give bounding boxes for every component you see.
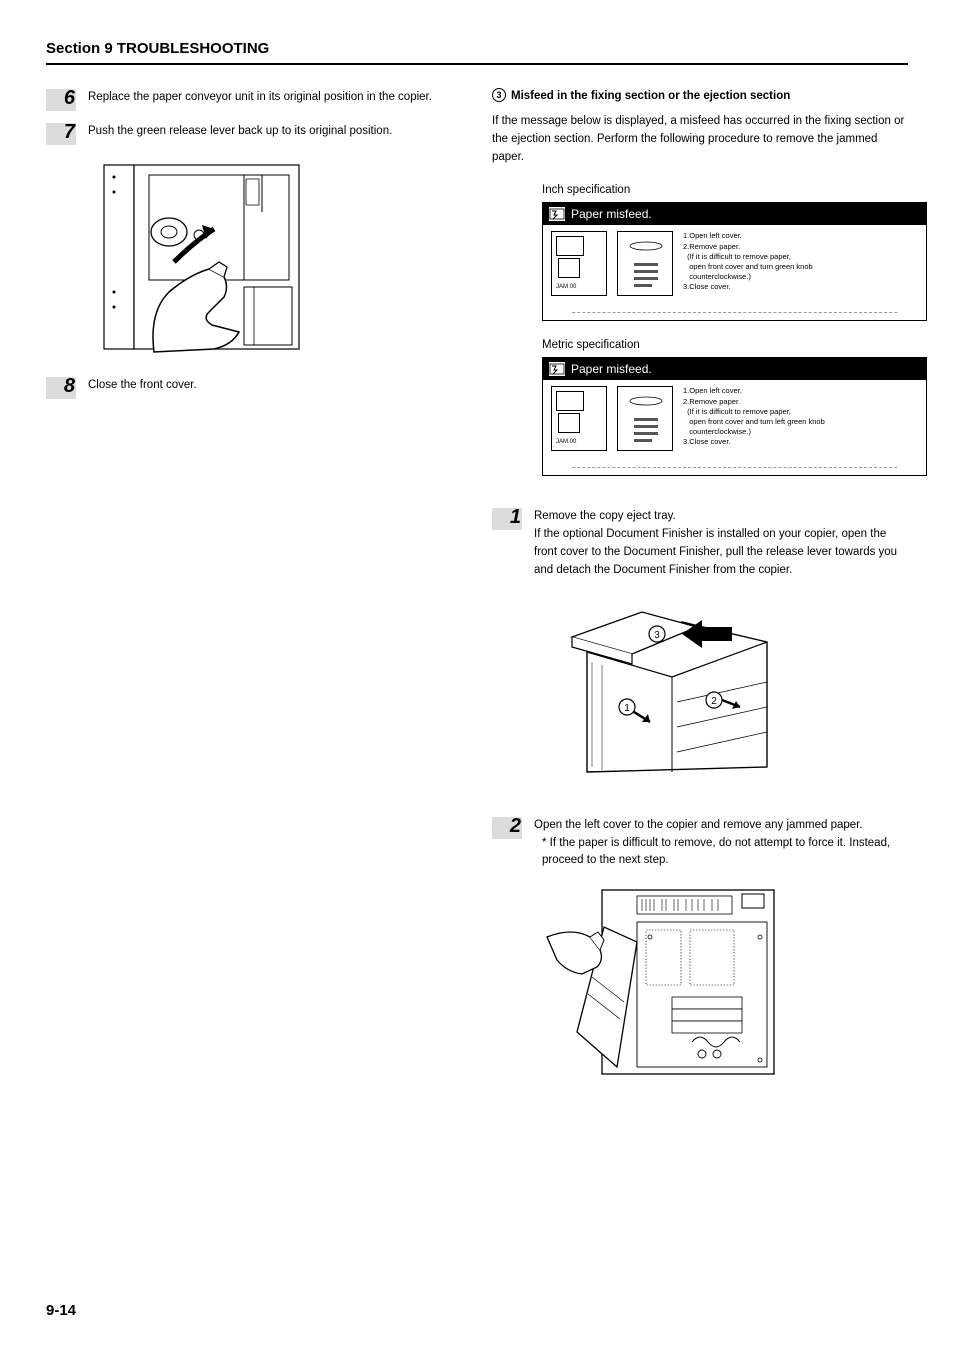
panel-footer-dashes [572, 312, 898, 314]
left-column: 6 Replace the paper conveyor unit in its… [46, 89, 462, 1082]
intro-paragraph: If the message below is displayed, a mis… [492, 113, 908, 166]
instruction-line: 3.Close cover. [683, 437, 918, 447]
circled-number-icon: 3 [492, 88, 506, 102]
metric-spec-label: Metric specification [542, 339, 908, 351]
panel-copier-diagram: JAM 00 [551, 386, 607, 451]
step-number-box: 2 [492, 817, 522, 839]
columns: 6 Replace the paper conveyor unit in its… [46, 89, 908, 1082]
panel-title: Paper misfeed. [571, 362, 652, 376]
subsection-title-text: Misfeed in the fixing section or the eje… [511, 90, 790, 102]
right-column: 3 Misfeed in the fixing section or the ej… [492, 89, 908, 1082]
instruction-line: (If it is difficult to remove paper, [683, 252, 918, 262]
panel-stack-diagram [617, 231, 673, 296]
panel-footer-dashes [572, 467, 898, 469]
svg-text:3: 3 [654, 630, 660, 641]
instruction-line: 1.Open left cover. [683, 386, 918, 396]
step-text: Open the left cover to the copier and re… [534, 817, 908, 835]
subsection-heading: 3 Misfeed in the fixing section or the ej… [492, 89, 908, 103]
section-title: Section 9 TROUBLESHOOTING [46, 40, 908, 65]
panel-stack-diagram [617, 386, 673, 451]
panel-copier-diagram: JAM 00 [551, 231, 607, 296]
step-number: 6 [64, 88, 75, 108]
step-text: Close the front cover. [88, 377, 197, 399]
step-1: 1 Remove the copy eject tray. If the opt… [492, 508, 908, 579]
instruction-line: counterclockwise.) [683, 272, 918, 282]
panel-instructions-metric: 1.Open left cover. 2.Remove paper. (If i… [683, 386, 918, 469]
jam-code: JAM 00 [556, 439, 602, 445]
panel-header: Paper misfeed. [543, 358, 926, 380]
step-note: * If the paper is difficult to remove, d… [534, 835, 908, 871]
step-text: Push the green release lever back up to … [88, 123, 392, 145]
instruction-line: counterclockwise.) [683, 427, 918, 437]
panel-inch: Paper misfeed. JAM 00 [542, 202, 927, 321]
step-6: 6 Replace the paper conveyor unit in its… [46, 89, 462, 111]
step-number: 2 [510, 816, 521, 836]
panel-header: Paper misfeed. [543, 203, 926, 225]
step-text-block: Open the left cover to the copier and re… [534, 817, 908, 870]
step-number-box: 8 [46, 377, 76, 399]
instruction-line: open front cover and turn green knob [683, 262, 918, 272]
page-root: Section 9 TROUBLESHOOTING 6 Replace the … [0, 0, 954, 1351]
instruction-line: 1.Open left cover. [683, 231, 918, 241]
step-text-line: If the optional Document Finisher is ins… [534, 528, 897, 576]
step-2: 2 Open the left cover to the copier and … [492, 817, 908, 870]
instruction-line: 2.Remove paper. [683, 397, 918, 407]
panel-metric: Paper misfeed. JAM 00 [542, 357, 927, 476]
panel-title: Paper misfeed. [571, 207, 652, 221]
step-text-line: Remove the copy eject tray. [534, 510, 676, 522]
misfeed-icon [549, 207, 565, 221]
figure-left-cover [542, 882, 782, 1082]
step-number-box: 6 [46, 89, 76, 111]
step-number-box: 7 [46, 123, 76, 145]
step-number: 7 [64, 122, 75, 142]
misfeed-icon [549, 362, 565, 376]
panel-body: JAM 00 1.Open left cover. 2.Rem [543, 225, 926, 320]
page-number: 9-14 [46, 1302, 76, 1319]
panel-body: JAM 00 1.Open left cover. 2.Rem [543, 380, 926, 475]
instruction-line: (If it is difficult to remove paper, [683, 407, 918, 417]
svg-text:2: 2 [711, 696, 717, 707]
figure-eject-tray: 1 2 3 [542, 592, 782, 797]
step-7: 7 Push the green release lever back up t… [46, 123, 462, 145]
step-8: 8 Close the front cover. [46, 377, 462, 399]
step-text: Remove the copy eject tray. If the optio… [534, 508, 908, 579]
step-number: 1 [510, 507, 521, 527]
instruction-line: 3.Close cover. [683, 282, 918, 292]
inch-spec-label: Inch specification [542, 184, 908, 196]
step-number: 8 [64, 376, 75, 396]
panel-instructions-inch: 1.Open left cover. 2.Remove paper. (If i… [683, 231, 918, 314]
instruction-line: 2.Remove paper. [683, 242, 918, 252]
figure-lever-illustration [94, 157, 309, 357]
step-text: Replace the paper conveyor unit in its o… [88, 89, 432, 111]
instruction-line: open front cover and turn left green kno… [683, 417, 918, 427]
step-number-box: 1 [492, 508, 522, 530]
jam-code: JAM 00 [556, 284, 602, 290]
svg-text:1: 1 [624, 703, 630, 714]
